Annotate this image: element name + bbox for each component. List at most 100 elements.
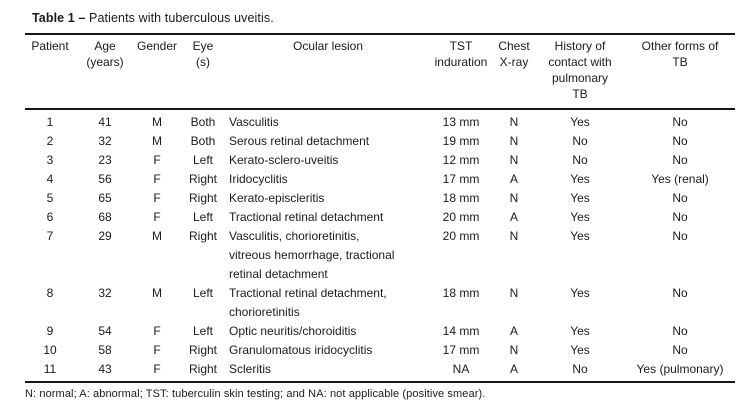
cell-gender: M [152, 115, 162, 129]
cell-patient: 11 [43, 362, 57, 376]
table-footnote: N: normal; A: abnormal; TST: tuberculin … [25, 388, 486, 400]
cell-xray: N [509, 115, 519, 129]
cell-lesion: Optic neuritis/choroiditis [229, 324, 357, 338]
cell-eye: Left [192, 153, 213, 167]
cell-eye: Right [188, 191, 217, 205]
column-header-tst-induration: TST induration [429, 34, 493, 110]
cell-age: 43 [98, 362, 112, 376]
cell-tst: 20 mm [442, 229, 480, 243]
cell-xray: N [509, 343, 519, 357]
cell-eye: Both [190, 134, 216, 148]
cell-eye: Right [188, 343, 217, 357]
cell-tst: 14 mm [442, 324, 480, 338]
cell-tst: 12 mm [442, 153, 480, 167]
patients-table: Patient Age (years) Gender Eye (s) Ocula… [25, 33, 735, 383]
cell-patient: 10 [43, 343, 57, 357]
cell-eye: Right [188, 172, 217, 186]
table-row: 11 43 F Right Scleritis NA A No Yes (pulmonary) [25, 360, 735, 382]
cell-xray: A [509, 324, 518, 338]
cell-lesion: Scleritis [229, 362, 272, 376]
cell-other: Yes (pulmonary) [636, 362, 724, 376]
cell-lesion: Serous retinal detachment [229, 134, 370, 148]
cell-eye: Both [190, 115, 216, 129]
cell-age: 65 [98, 191, 112, 205]
cell-history: Yes [570, 229, 590, 243]
cell-other: No [672, 343, 688, 357]
cell-tst: 17 mm [442, 343, 480, 357]
cell-other: No [672, 153, 688, 167]
cell-history: Yes [570, 286, 590, 300]
cell-gender: F [153, 362, 161, 376]
table-row: 4 56 F Right Iridocyclitis 17 mm A Yes Yes (rena… [25, 170, 735, 189]
cell-patient: 2 [46, 134, 54, 148]
cell-lesion: Tractional retinal detachment, chorioret… [229, 286, 387, 319]
cell-other: No [672, 229, 688, 243]
table-title: Table 1 – Patients with tuberculous uvei… [32, 11, 735, 26]
cell-tst: 17 mm [442, 172, 480, 186]
cell-tst: 18 mm [442, 191, 480, 205]
cell-age: 68 [98, 210, 112, 224]
cell-patient: 8 [46, 286, 54, 300]
cell-age: 58 [98, 343, 112, 357]
table-row: 10 58 F Right Granulomatous iridocyclitis 17 … [25, 341, 735, 360]
cell-patient: 5 [46, 191, 54, 205]
cell-lesion: Vasculitis [229, 115, 279, 129]
cell-lesion: Iridocyclitis [229, 172, 288, 186]
cell-gender: M [152, 286, 162, 300]
cell-tst: 19 mm [442, 134, 480, 148]
table-row: 8 32 M Left Tractional retinal detachment, c… [25, 284, 735, 322]
cell-xray: N [509, 134, 519, 148]
table-title-label: Table 1 – [32, 11, 86, 25]
cell-xray: N [509, 286, 519, 300]
cell-gender: F [153, 210, 161, 224]
cell-eye: Left [192, 324, 213, 338]
table-row: 1 41 M Both Vasculitis 13 mm N Yes No [25, 109, 735, 132]
cell-patient: 1 [46, 115, 54, 129]
column-header-chest-xray: Chest X-ray [493, 34, 535, 110]
column-header-history-contact: History of contact with pulmonary TB [535, 34, 625, 110]
cell-other: No [672, 210, 688, 224]
cell-history: Yes [570, 115, 590, 129]
cell-xray: N [509, 191, 519, 205]
column-header-patient: Patient [25, 34, 75, 110]
table-row: 6 68 F Left Tractional retinal detachment 20 … [25, 208, 735, 227]
cell-gender: F [153, 324, 161, 338]
cell-lesion: Granulomatous iridocyclitis [229, 343, 373, 357]
table-row: 9 54 F Left Optic neuritis/choroiditis 14 mm A… [25, 322, 735, 341]
cell-history: Yes [570, 343, 590, 357]
column-header-other-tb: Other forms of TB [625, 34, 735, 110]
cell-eye: Right [188, 362, 217, 376]
cell-history: No [572, 153, 588, 167]
cell-gender: F [153, 172, 161, 186]
column-header-eye: Eye (s) [179, 34, 227, 110]
cell-age: 32 [98, 286, 112, 300]
cell-gender: M [152, 134, 162, 148]
table-row: 2 32 M Both Serous retinal detachment 19 mm N N… [25, 132, 735, 151]
cell-other: Yes (renal) [651, 172, 709, 186]
table-header-row: Patient Age (years) Gender Eye (s) Ocula… [25, 34, 735, 110]
cell-other: No [672, 286, 688, 300]
cell-lesion: Tractional retinal detachment [229, 210, 384, 224]
cell-age: 23 [98, 153, 112, 167]
table-header: Patient Age (years) Gender Eye (s) Ocula… [25, 34, 735, 110]
cell-patient: 7 [46, 229, 54, 243]
cell-other: No [672, 324, 688, 338]
cell-patient: 9 [46, 324, 54, 338]
cell-lesion: Kerato-sclero-uveitis [229, 153, 339, 167]
cell-history: Yes [570, 324, 590, 338]
column-header-ocular-lesion: Ocular lesion [227, 34, 429, 110]
cell-age: 29 [98, 229, 112, 243]
cell-eye: Left [192, 210, 213, 224]
cell-xray: A [509, 362, 518, 376]
cell-history: No [572, 362, 588, 376]
cell-history: Yes [570, 210, 590, 224]
cell-history: Yes [570, 191, 590, 205]
cell-lesion: Vasculitis, chorioretinitis, vitreous he… [229, 229, 395, 281]
cell-other: No [672, 134, 688, 148]
table-body: 1 41 M Both Vasculitis 13 mm N Yes No 2 32 M Both Ser… [25, 109, 735, 382]
cell-tst: 13 mm [442, 115, 480, 129]
cell-age: 56 [98, 172, 112, 186]
column-header-age: Age (years) [75, 34, 135, 110]
table-page: Table 1 – Patients with tuberculous uvei… [25, 0, 735, 401]
cell-other: No [672, 115, 688, 129]
